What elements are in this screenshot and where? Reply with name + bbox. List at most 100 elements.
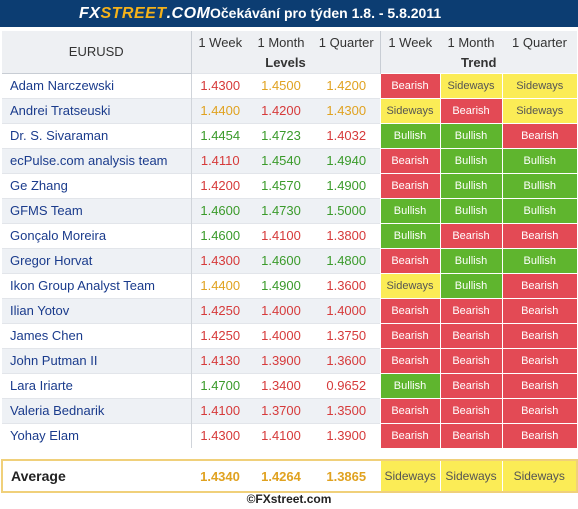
col-header-level-week: 1 Week: [190, 31, 249, 53]
trend-month-badge: Bullish: [439, 247, 502, 273]
trend-group-header: Trend: [379, 53, 577, 73]
trend-month-badge: Bearish: [439, 347, 502, 373]
table-row: John Putman II 1.4130 1.3900 1.3600 Bearish B…: [2, 347, 577, 373]
level-month: 1.4500: [249, 72, 313, 98]
level-quarter: 1.4900: [313, 172, 380, 198]
trend-month-badge: Bearish: [439, 322, 502, 348]
level-week: 1.4600: [190, 222, 249, 248]
level-quarter: 0.9652: [313, 372, 380, 398]
level-week: 1.4200: [190, 172, 249, 198]
trend-month-badge: Bullish: [439, 172, 502, 198]
level-week: 1.4600: [190, 197, 249, 223]
trend-quarter-badge: Bearish: [501, 122, 577, 148]
trend-quarter-badge: Bearish: [501, 397, 577, 423]
trend-month-badge: Bearish: [439, 222, 502, 248]
level-quarter: 1.3600: [313, 347, 380, 373]
trend-week-badge: Sideways: [379, 97, 440, 123]
average-trend-month: Sideways: [439, 459, 502, 493]
trend-quarter-badge: Bearish: [501, 272, 577, 298]
analyst-name: Valeria Bednarik: [2, 397, 191, 423]
level-quarter: 1.3900: [313, 422, 380, 448]
trend-quarter-badge: Sideways: [501, 97, 577, 123]
analyst-name: Ilian Yotov: [2, 297, 191, 323]
level-quarter: 1.4000: [313, 297, 380, 323]
trend-quarter-badge: Sideways: [501, 72, 577, 98]
analyst-name: Gonçalo Moreira: [2, 222, 191, 248]
trend-week-badge: Bearish: [379, 147, 440, 173]
analyst-name: Adam Narczewski: [2, 72, 191, 98]
trend-month-badge: Bearish: [439, 372, 502, 398]
level-month: 1.3700: [249, 397, 313, 423]
level-quarter: 1.3800: [313, 222, 380, 248]
level-quarter: 1.4032: [313, 122, 380, 148]
analyst-name: Yohay Elam: [2, 422, 191, 448]
col-header-trend-month: 1 Month: [440, 31, 502, 53]
trend-month-badge: Bullish: [439, 197, 502, 223]
level-month: 1.4100: [249, 222, 313, 248]
average-trend-week: Sideways: [379, 459, 440, 493]
fxstreet-logo: FX STREET .COM: [79, 4, 210, 23]
table-row: Gonçalo Moreira 1.4600 1.4100 1.3800 Bullish…: [2, 222, 577, 248]
title-bar: FX STREET .COM Očekávání pro týden 1.8. - …: [0, 0, 578, 27]
table-row: Adam Narczewski 1.4300 1.4500 1.4200 Bearish…: [2, 72, 577, 98]
level-month: 1.4900: [249, 272, 313, 298]
level-week: 1.4300: [190, 72, 249, 98]
table-row: Lara Iriarte 1.4700 1.3400 0.9652 Bullish Bea…: [2, 372, 577, 398]
level-month: 1.4000: [249, 322, 313, 348]
trend-month-badge: Bullish: [439, 122, 502, 148]
levels-group-header: Levels: [190, 53, 380, 73]
analyst-name: ecPulse.com analysis team: [2, 147, 191, 173]
level-month: 1.4570: [249, 172, 313, 198]
level-month: 1.4540: [249, 147, 313, 173]
col-header-level-quarter: 1 Quarter: [313, 31, 380, 53]
trend-month-badge: Bearish: [439, 297, 502, 323]
level-week: 1.4250: [190, 322, 249, 348]
trend-week-badge: Bearish: [379, 397, 440, 423]
level-quarter: 1.3500: [313, 397, 380, 423]
table-row: Dr. S. Sivaraman 1.4454 1.4723 1.4032 Bullis…: [2, 122, 577, 148]
trend-quarter-badge: Bearish: [501, 422, 577, 448]
table-row: James Chen 1.4250 1.4000 1.3750 Bearish Beari…: [2, 322, 577, 348]
trend-month-badge: Sideways: [439, 72, 502, 98]
trend-month-badge: Bearish: [439, 97, 502, 123]
average-trend-quarter: Sideways: [501, 459, 578, 493]
level-quarter: 1.4200: [313, 72, 380, 98]
average-row: Average 1.4340 1.4264 1.3865 Sideways Si…: [1, 459, 578, 493]
table-row: Ge Zhang 1.4200 1.4570 1.4900 Bearish Bullish…: [2, 172, 577, 198]
table-row: Gregor Horvat 1.4300 1.4600 1.4800 Bearish Bu…: [2, 247, 577, 273]
col-header-trend-week: 1 Week: [379, 31, 440, 53]
level-quarter: 1.3750: [313, 322, 380, 348]
table-row: GFMS Team 1.4600 1.4730 1.5000 Bullish Bullis…: [2, 197, 577, 223]
level-quarter: 1.5000: [313, 197, 380, 223]
table-row: ecPulse.com analysis team 1.4110 1.4540 1.4…: [2, 147, 577, 173]
logo-fx: FX: [79, 4, 101, 22]
trend-week-badge: Bearish: [379, 422, 440, 448]
logo-dotcom: .COM: [166, 4, 211, 22]
level-week: 1.4250: [190, 297, 249, 323]
average-level-quarter: 1.3865: [313, 459, 380, 493]
level-month: 1.4100: [249, 422, 313, 448]
trend-week-badge: Bearish: [379, 172, 440, 198]
analyst-name: Lara Iriarte: [2, 372, 191, 398]
page-title: Očekávání pro týden 1.8. - 5.8.2011: [210, 5, 442, 21]
trend-week-badge: Bearish: [379, 297, 440, 323]
level-week: 1.4400: [190, 97, 249, 123]
analyst-name: Andrei Tratseuski: [2, 97, 191, 123]
trend-week-badge: Bearish: [379, 347, 440, 373]
level-week: 1.4300: [190, 247, 249, 273]
trend-quarter-badge: Bearish: [501, 372, 577, 398]
level-month: 1.4600: [249, 247, 313, 273]
level-month: 1.3900: [249, 347, 313, 373]
level-month: 1.4200: [249, 97, 313, 123]
level-week: 1.4300: [190, 422, 249, 448]
copyright-notice: ©FXstreet.com: [246, 492, 332, 506]
trend-quarter-badge: Bullish: [501, 172, 577, 198]
analyst-name: Ikon Group Analyst Team: [2, 272, 191, 298]
analyst-name: John Putman II: [2, 347, 191, 373]
trend-week-badge: Bullish: [379, 222, 440, 248]
logo-street: STREET: [100, 4, 167, 22]
trend-quarter-badge: Bearish: [501, 347, 577, 373]
level-month: 1.4730: [249, 197, 313, 223]
trend-week-badge: Bullish: [379, 197, 440, 223]
trend-week-badge: Bearish: [379, 72, 440, 98]
